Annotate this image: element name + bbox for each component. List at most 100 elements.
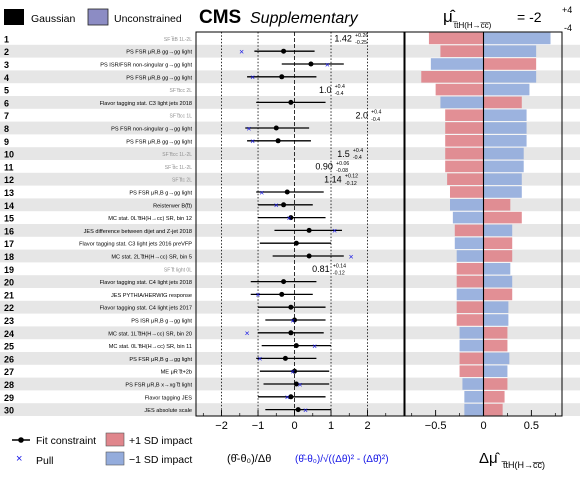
supplementary-label: Supplementary — [250, 10, 359, 27]
impact-bar-minus — [483, 32, 551, 45]
impact-bar-plus — [445, 135, 484, 147]
row-name: PS FSR μR,B gg→gg light — [126, 50, 192, 56]
fit-marker — [273, 125, 279, 131]
row-name: PS FSR μR,B x→xg t̅t light — [125, 382, 192, 389]
sf-uncertainty-down: -0.4 — [335, 91, 344, 97]
impact-bar-minus — [449, 199, 484, 211]
pull-marker: × — [250, 136, 255, 146]
poi-symbol: μ̂ — [443, 7, 456, 26]
legend-minus-swatch — [105, 451, 125, 466]
row-name: Flavor tagging stat. C3 light jets 2018 — [100, 101, 192, 107]
impact-bar-minus — [456, 288, 484, 301]
impact-bar-minus — [483, 186, 522, 198]
pull-marker: × — [290, 315, 295, 325]
impact-bar-plus — [459, 365, 484, 377]
impact-bar-minus — [452, 211, 484, 224]
fit-marker — [282, 355, 288, 361]
fit-marker — [288, 394, 294, 400]
row-rank: 17 — [4, 239, 14, 249]
sf-value: 1.5 — [337, 149, 350, 159]
row-name: SF t̅tcc 1L-2L — [162, 151, 192, 158]
fit-marker — [293, 240, 299, 246]
row-rank: 12 — [4, 175, 14, 185]
header: Gaussian Unconstrained CMS Supplementary… — [4, 5, 572, 33]
pull-marker: × — [290, 367, 295, 377]
pull-marker: × — [245, 328, 250, 338]
impact-bar-plus — [445, 109, 484, 121]
sf-value: 1.14 — [324, 174, 342, 184]
row-name: MC stat. 0L t̅tH(H→cc) SR, bin 11 — [109, 343, 192, 350]
row-name: SF t̅tcc 1L — [169, 113, 192, 120]
impact-bar-plus — [459, 352, 484, 365]
fit-marker — [306, 227, 312, 233]
pull-marker: × — [246, 123, 251, 133]
pull-tick-label: 0 — [291, 420, 297, 432]
fit-marker — [292, 317, 298, 323]
sf-uncertainty-up: +0.4 — [335, 84, 345, 90]
pull-marker: × — [285, 392, 290, 402]
impact-bar-minus — [483, 352, 510, 365]
row-name: PS FSR μR,B gg→gg light — [126, 75, 192, 81]
sf-uncertainty-down: -0.12 — [345, 181, 357, 187]
impact-bar-plus — [428, 32, 484, 45]
pull-axis-label: (θ̂-θ₀)/Δθ — [227, 453, 271, 465]
impact-bar-plus — [483, 339, 508, 352]
impact-tick-label: 0 — [480, 420, 486, 432]
row-rank: 9 — [4, 137, 9, 147]
row-rank: 3 — [4, 60, 9, 70]
row-rank: 27 — [4, 367, 14, 377]
pull-tick-label: −2 — [215, 420, 228, 432]
fit-marker — [279, 74, 285, 80]
impact-bar-plus — [421, 71, 484, 83]
pull-marker: × — [332, 226, 337, 236]
impact-bar-minus — [454, 237, 484, 249]
row-band — [0, 147, 580, 160]
fit-marker — [293, 381, 299, 387]
row-name: SF t̅tc 2L — [172, 177, 192, 184]
row-rank: 14 — [4, 201, 14, 211]
row-rank: 6 — [4, 98, 9, 108]
impact-bar-minus — [430, 58, 484, 70]
impact-bar-minus — [464, 391, 484, 403]
fit-marker — [275, 138, 281, 144]
sf-uncertainty-down: -0.12 — [333, 270, 345, 276]
pull-marker: × — [298, 379, 303, 389]
row-band — [0, 172, 580, 186]
impact-bar-plus — [483, 327, 508, 339]
impact-bar-minus — [462, 378, 484, 390]
impact-bar-plus — [440, 45, 484, 57]
sf-value: 1.42 — [334, 34, 352, 44]
impact-bar-plus — [445, 160, 484, 173]
pull-marker: × — [303, 405, 308, 415]
row-name: Flavor tagging stat. C4 light jets 2018 — [100, 280, 192, 286]
pull-marker: × — [349, 251, 354, 261]
impact-bar-plus — [483, 58, 537, 70]
row-name: PS FSR μR,B gg→gg light — [126, 139, 192, 145]
row-rank: 8 — [4, 124, 9, 134]
pull-tick-label: 2 — [364, 420, 370, 432]
row-rank: 28 — [4, 380, 14, 390]
fit-marker — [293, 343, 299, 349]
impact-bar-plus — [447, 173, 484, 185]
impact-bar-plus — [483, 250, 513, 262]
impact-bar-plus — [483, 96, 522, 109]
row-name: SF t̅tc 1L-2L — [165, 164, 192, 171]
row-name: PS ISR/FSR non-singular g→gg light — [100, 63, 192, 69]
impact-bar-plus — [456, 314, 484, 326]
row-name: PS FSR non-singular g→gg light — [111, 127, 192, 133]
impact-bar-plus — [456, 263, 484, 275]
row-rank: 24 — [4, 329, 14, 339]
impact-bars — [421, 32, 551, 416]
row-name: PS FSR μR,B g→gg light — [129, 357, 192, 363]
experiment-label: CMS — [199, 7, 241, 28]
row-name: Flavor tagging stat. C3 light jets 2016 … — [79, 242, 192, 248]
poi-subscript: t̅tH(H→c̅c̅) — [452, 21, 492, 30]
sf-uncertainty-down: -0.4 — [353, 155, 362, 161]
impact-bar-minus — [483, 109, 527, 121]
impact-bar-minus — [440, 96, 484, 109]
legend-plus-label: +1 SD impact — [129, 435, 192, 447]
legend-pull-marker: × — [16, 453, 22, 465]
fit-marker — [279, 291, 285, 297]
impact-bar-minus — [459, 339, 484, 352]
